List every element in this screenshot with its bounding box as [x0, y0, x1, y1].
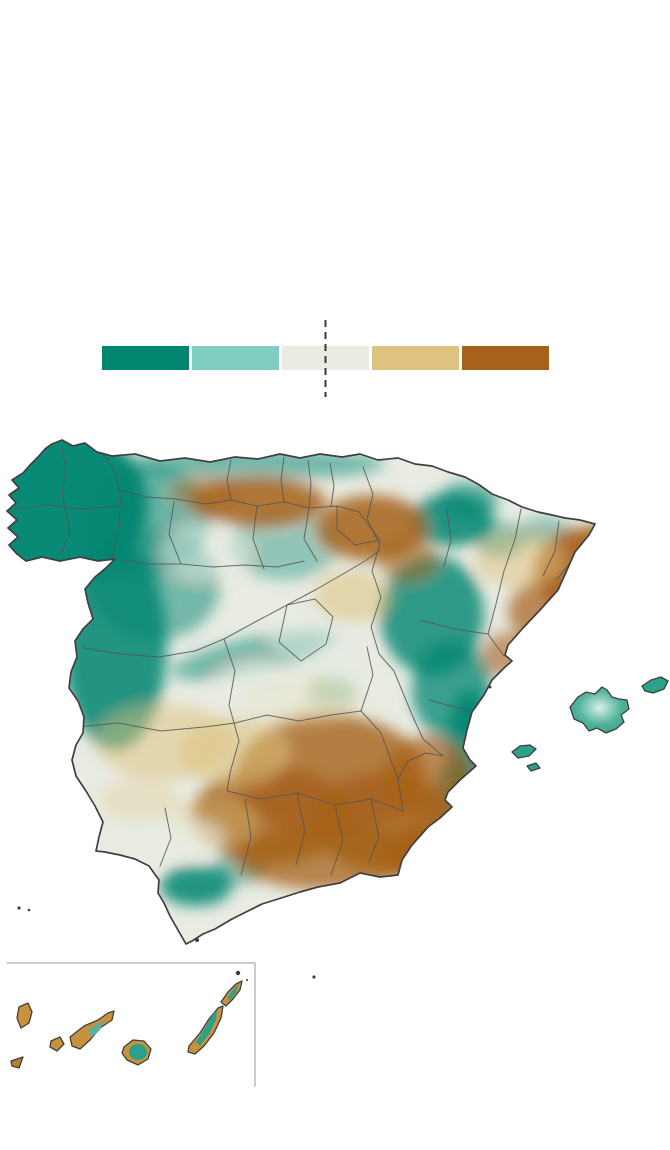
border-line — [120, 559, 305, 568]
island-la-gomera — [49, 1036, 65, 1052]
island-menorca — [641, 676, 669, 694]
legend-swatch-drier — [372, 346, 459, 370]
island-ibiza — [511, 744, 537, 759]
border-line — [77, 722, 236, 732]
islet-la-graciosa — [235, 970, 241, 976]
anomaly-blob — [475, 532, 565, 588]
border-line — [60, 446, 71, 554]
island-formentera — [526, 762, 541, 772]
inset-frame-lines — [7, 962, 256, 1087]
legend-swatch-much-wetter — [102, 346, 189, 370]
islet-dot — [312, 975, 316, 979]
island-fuerteventura-wet-area — [196, 1010, 217, 1046]
anomaly-blob — [160, 524, 250, 580]
border-line — [336, 505, 381, 546]
border-line — [117, 489, 232, 505]
mainland-spain — [6, 439, 596, 945]
anomaly-blob — [383, 824, 467, 880]
border-line — [329, 462, 335, 507]
border-line — [378, 653, 444, 757]
outlying-islets — [17, 685, 492, 979]
legend-swatch-wetter — [192, 346, 279, 370]
islet-dot-columbretes — [488, 685, 492, 689]
anomaly-blob — [214, 662, 310, 714]
border-line — [368, 798, 380, 862]
anomaly-blob — [230, 510, 340, 580]
border-line — [428, 699, 471, 712]
anomaly-blob — [170, 478, 240, 506]
province-borders — [13, 446, 595, 876]
border-line — [397, 752, 444, 812]
border-line — [226, 790, 404, 812]
border-line — [370, 542, 382, 655]
island-gran-canaria-wet-area — [129, 1044, 147, 1060]
border-line — [278, 598, 334, 662]
canary-islands-inset — [7, 962, 256, 1087]
border-line — [542, 520, 560, 577]
anomaly-blob — [145, 818, 225, 858]
border-line — [360, 646, 374, 712]
legend-swatch-much-drier — [462, 346, 549, 370]
anomaly-blob — [383, 736, 473, 820]
island-el-hierro — [10, 1056, 24, 1069]
border-line — [295, 792, 306, 866]
border-line — [234, 710, 362, 724]
anomaly-blob — [235, 826, 425, 890]
anomaly-blob — [438, 482, 498, 518]
peninsula-coastline — [6, 439, 596, 945]
border-line — [487, 508, 522, 657]
border-line — [168, 501, 182, 565]
anomaly-blob — [160, 866, 232, 906]
border-line — [280, 456, 285, 503]
anomaly-blob — [378, 538, 438, 582]
anomaly-blob — [100, 847, 160, 877]
border-line — [103, 454, 122, 560]
border-line — [360, 710, 399, 780]
border-line — [303, 507, 318, 562]
island-la-palma — [16, 1002, 33, 1029]
island-tenerife-wet-area — [88, 1020, 104, 1037]
anomaly-blob — [314, 570, 390, 622]
islet-dot — [27, 908, 31, 912]
anomaly-blob — [180, 717, 290, 787]
border-line — [330, 804, 344, 876]
border-line — [252, 505, 265, 570]
border-line — [307, 459, 312, 509]
anomaly-blob — [317, 637, 373, 673]
anomaly-blob — [100, 778, 180, 822]
balearic-islands — [511, 676, 669, 772]
islet-dot-ceuta — [195, 938, 199, 942]
islet-dot — [246, 979, 248, 981]
island-lanzarote-wet-area — [227, 985, 238, 1000]
islet-dot — [17, 906, 21, 910]
border-line — [443, 509, 452, 567]
anomaly-blob — [125, 448, 385, 480]
border-line — [419, 619, 489, 635]
border-line — [159, 807, 172, 867]
legend — [102, 320, 549, 397]
border-line — [240, 798, 252, 876]
island-mallorca — [569, 686, 630, 734]
border-line — [83, 549, 381, 658]
